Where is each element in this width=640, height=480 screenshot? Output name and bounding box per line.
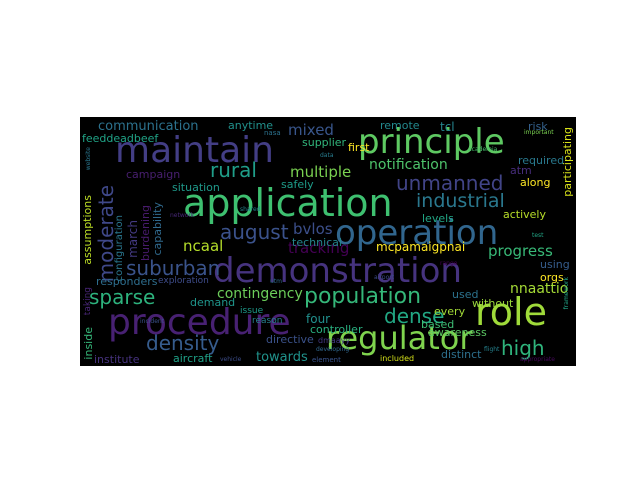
word-nnaattio: nnaattio: [510, 281, 569, 297]
word-configuration: configuration: [114, 215, 125, 282]
word-remote: remote: [380, 119, 420, 132]
word-moderate: moderate: [94, 185, 118, 283]
word-suburban: suburban: [126, 256, 221, 280]
word-without: without: [472, 297, 514, 310]
word-rural: rural: [210, 158, 257, 182]
word-progress: progress: [488, 242, 553, 260]
word-distinct: distinct: [441, 348, 482, 361]
word-principle: principle: [358, 122, 505, 162]
word-dense: dense: [384, 304, 445, 328]
word-assumptions: assumptions: [81, 195, 94, 265]
word-high: high: [501, 336, 545, 360]
word-levels: levels: [422, 212, 454, 225]
word-appropriate: appropriate: [520, 356, 555, 363]
word-developing: developing: [316, 346, 350, 353]
word-nasa: nasa: [264, 129, 281, 137]
word-issue: issue: [240, 306, 264, 316]
word-technical: technical: [292, 236, 342, 249]
word-supplier: supplier: [302, 136, 347, 149]
word-safely: safely: [281, 178, 314, 191]
word-incident: incident: [140, 318, 165, 325]
word-taking: taking: [83, 287, 93, 316]
word-shared: shared: [240, 206, 261, 213]
word-sparse: sparse: [89, 285, 156, 309]
word-controller: controller: [310, 323, 363, 336]
word-mcpamaigpnai: mcpamaigpnai: [376, 240, 466, 254]
word-awareness: awareness: [428, 326, 487, 339]
word-airport: airport: [374, 274, 395, 281]
word-notification: notification: [369, 157, 448, 173]
word-dmaayy: dmaayy: [318, 336, 351, 345]
word-march: march: [126, 220, 140, 258]
word-responders: responders: [96, 275, 158, 288]
word-atm: atm: [510, 164, 532, 177]
word-based: based: [421, 318, 455, 331]
word-communication: communication: [98, 119, 199, 134]
word-utm: utm: [270, 278, 282, 285]
word-range: range: [440, 260, 458, 267]
word-flight: flight: [484, 346, 500, 353]
word-every: every: [434, 305, 466, 318]
word-vehicle: vehicle: [220, 356, 242, 363]
word-density: density: [146, 331, 220, 355]
word-exploration: exploration: [158, 276, 209, 286]
word-industrial: industrial: [416, 190, 505, 212]
word-situation: situation: [172, 181, 220, 194]
word-actively: actively: [503, 208, 547, 221]
word-towards: towards: [256, 350, 308, 365]
word-aircraft: aircraft: [173, 352, 213, 365]
word-ncaal: ncaal: [183, 237, 224, 255]
word-important: important: [524, 129, 554, 136]
word-element: element: [312, 356, 341, 364]
word-august: august: [220, 220, 289, 244]
word-orgs: orgs: [540, 271, 564, 284]
word-risk: risk: [528, 120, 548, 133]
word-multiple: multiple: [290, 163, 352, 181]
word-used: used: [452, 288, 479, 301]
word-demonstration: demonstration: [213, 251, 462, 291]
word-role: role: [475, 290, 547, 334]
word-first: first: [348, 141, 370, 154]
word-institute: institute: [94, 353, 140, 366]
word-directive: directive: [266, 333, 314, 346]
word-maintain: maintain: [115, 130, 274, 171]
word-demand: demand: [190, 296, 236, 309]
word-included: included: [380, 354, 415, 363]
word-burdening: burdening: [139, 205, 152, 262]
word-tracking: tracking: [288, 239, 350, 257]
word-capability: capability: [151, 202, 164, 256]
word-participating: participating: [561, 127, 574, 197]
word-required: required: [518, 154, 565, 167]
word-four: four: [306, 312, 331, 326]
word-procedure: procedure: [108, 302, 291, 343]
word-framework: framework: [563, 277, 570, 310]
word-contingency: contingency: [217, 286, 303, 302]
word-website: website: [85, 147, 92, 171]
word-network: network: [170, 212, 195, 219]
word-anytime: anytime: [228, 119, 274, 132]
word-using: using: [540, 258, 570, 271]
word-cloud: demonstration application procedure main…: [80, 117, 576, 366]
word-feeddeadbeef: feeddeadbeef: [82, 132, 159, 145]
word-regulator: regulator: [326, 319, 473, 357]
word-data: data: [320, 152, 334, 159]
word-bvlos: bvlos: [293, 220, 333, 238]
word-along: along: [520, 176, 551, 189]
word-tcl: tcl: [440, 120, 455, 134]
word-mixed: mixed: [288, 121, 334, 139]
word-application: application: [183, 181, 393, 225]
word-population: population: [304, 284, 422, 309]
word-academia: academia: [468, 146, 498, 153]
word-reason: reason: [252, 316, 283, 326]
word-inside: inside: [82, 327, 95, 360]
word-test: test: [532, 232, 544, 239]
word-campaign: campaign: [126, 168, 181, 181]
word-operation: operation: [335, 213, 499, 253]
word-unmanned: unmanned: [396, 171, 504, 195]
